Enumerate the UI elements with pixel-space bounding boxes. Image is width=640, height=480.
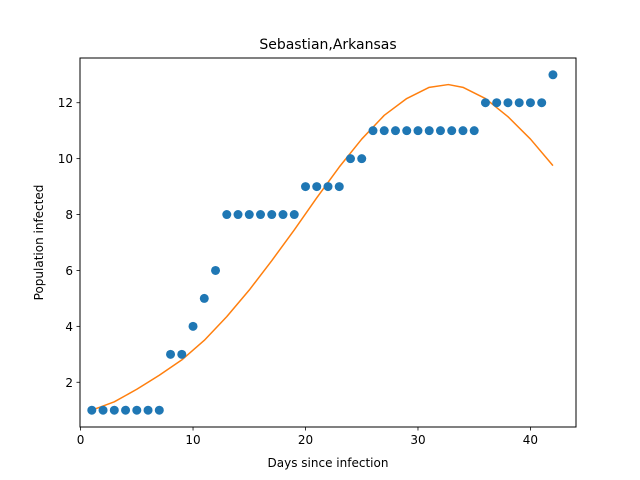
data-point [402,126,412,136]
data-point [492,98,502,108]
x-tick-label: 0 [77,433,85,447]
data-point [256,210,266,220]
data-point [188,321,198,331]
data-point [267,210,277,220]
data-point [503,98,513,108]
data-point [537,98,547,108]
data-point [244,210,254,220]
plot-frame [79,57,577,428]
data-point [301,182,311,192]
data-point [166,349,176,359]
data-point [458,126,468,136]
data-point [334,182,344,192]
data-point [323,182,333,192]
data-point [379,126,389,136]
data-point [357,154,367,164]
data-point [424,126,434,136]
data-point [368,126,378,136]
data-point [177,349,187,359]
data-point [514,98,524,108]
y-tick-label: 12 [58,96,73,110]
y-tick-label: 8 [65,208,73,222]
data-point [312,182,322,192]
y-axis-label: Population infected [32,185,46,301]
data-point [289,210,299,220]
data-point [469,126,479,136]
data-point [98,405,108,415]
data-point [109,405,119,415]
data-point [435,126,445,136]
data-point [143,405,153,415]
y-tick-label: 4 [65,320,73,334]
data-point [548,70,558,80]
x-axis-label: Days since infection [268,456,389,470]
data-point [211,265,221,275]
data-point [345,154,355,164]
ticks-layer: 0 10 20 30 40 2 4 6 8 10 12 [58,96,538,447]
data-point [480,98,490,108]
data-point [413,126,423,136]
data-point [121,405,131,415]
chart-title: Sebastian,Arkansas [259,37,396,53]
data-point [233,210,243,220]
data-point [87,405,97,415]
x-tick-label: 10 [185,433,200,447]
y-tick-label: 10 [58,152,73,166]
data-point [154,405,164,415]
data-point [199,293,209,303]
x-tick-label: 40 [523,433,538,447]
data-point [222,210,232,220]
data-point [447,126,457,136]
y-tick-label: 6 [65,264,73,278]
data-point [278,210,288,220]
x-tick-label: 30 [410,433,425,447]
data-point [132,405,142,415]
data-point [525,98,535,108]
data-point [390,126,400,136]
y-tick-label: 2 [65,376,73,390]
x-tick-label: 20 [298,433,313,447]
plot-layer [87,70,558,415]
